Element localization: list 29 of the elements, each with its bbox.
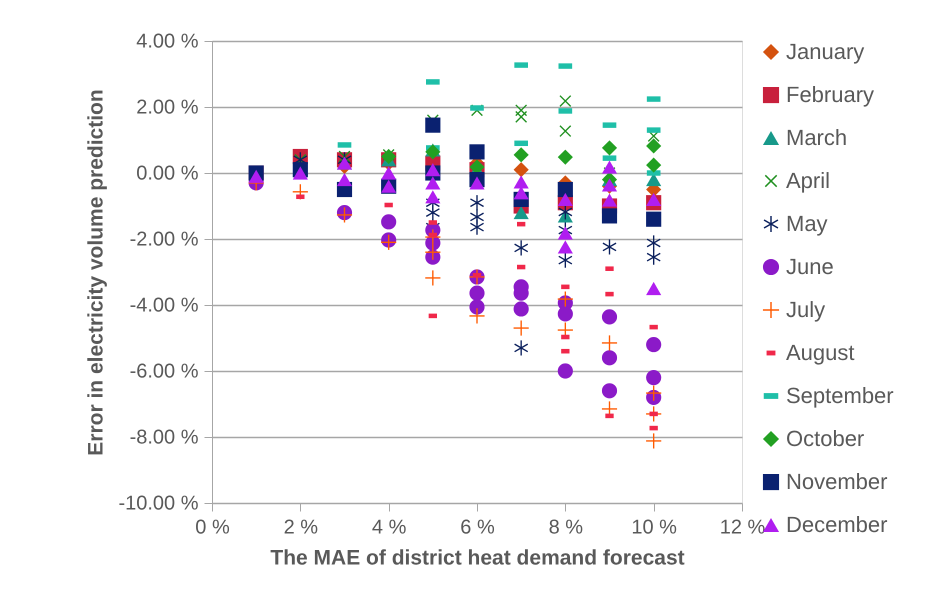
legend-label: May (786, 211, 828, 236)
y-tick-label: 2.00 % (136, 96, 199, 118)
x-tick-label: 6 % (460, 516, 495, 538)
x-tick-label: 2 % (284, 516, 318, 538)
legend-label: March (786, 125, 848, 150)
y-tick-label: 0.00 % (136, 162, 199, 184)
y-tick-label: -8.00 % (130, 426, 199, 448)
legend-label: April (786, 168, 830, 193)
legend-label: February (786, 82, 874, 107)
y-tick-label: -10.00 % (118, 492, 199, 514)
legend-label: August (786, 340, 854, 365)
legend-label: September (786, 383, 894, 408)
y-tick-label: -2.00 % (130, 228, 199, 250)
y-axis-title: Error in electricity volume prediction (84, 89, 108, 456)
x-axis-title: The MAE of district heat demand forecast (270, 546, 685, 570)
x-tick-label: 8 % (548, 516, 584, 538)
legend-label: December (786, 512, 888, 537)
legend-label: July (786, 297, 826, 322)
x-tick-label: 12 % (720, 516, 766, 538)
x-tick-label: 0 % (195, 516, 230, 538)
y-tick-label: 4.00 % (136, 30, 199, 52)
y-tick-label: -6.00 % (130, 360, 199, 382)
legend-label: November (786, 469, 888, 494)
x-tick-label: 10 % (631, 516, 678, 538)
legend-label: October (786, 426, 864, 451)
y-tick-label: -4.00 % (130, 294, 199, 316)
x-tick-label: 4 % (372, 516, 407, 538)
legend-label: January (786, 39, 864, 64)
legend-label: June (786, 254, 834, 279)
